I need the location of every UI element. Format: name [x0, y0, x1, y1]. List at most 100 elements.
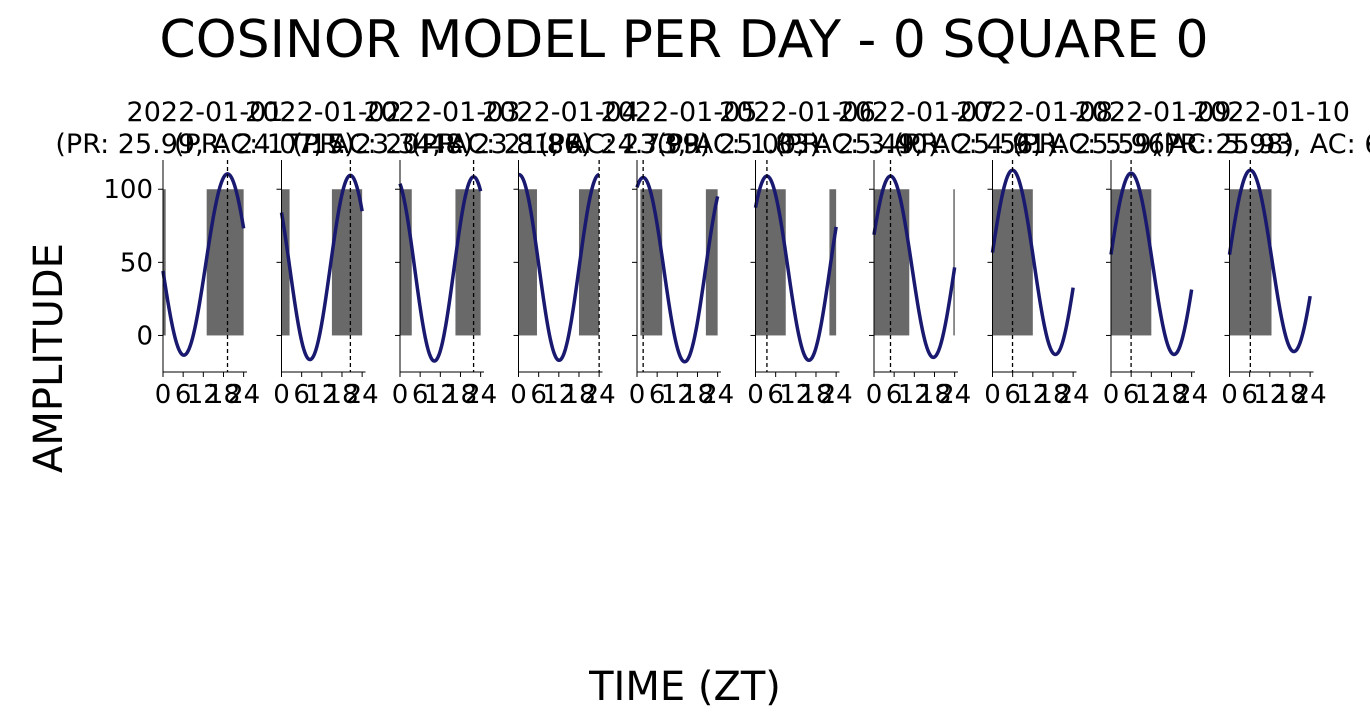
y-tick-label: 50 [120, 248, 153, 278]
x-tick-label: 18 [1155, 380, 1188, 410]
activity-bar [281, 189, 290, 336]
panel-date-title: 2022-01-10 [1193, 97, 1350, 128]
figure-title: COSINOR MODEL PER DAY - 0 SQUARE 0 [159, 10, 1208, 70]
x-tick-label: 12 [1135, 380, 1168, 410]
cosinor-curve [1109, 171, 1194, 357]
x-tick-label: 12 [779, 380, 812, 410]
x-tick-label: 18 [207, 380, 240, 410]
x-tick-label: 12 [542, 380, 575, 410]
panel-stats-subtitle: (PR: 25.00, AC: 3.40) [656, 129, 938, 160]
activity-bar [755, 189, 786, 336]
activity-bar [163, 189, 166, 336]
x-tick-label: 18 [1273, 380, 1306, 410]
activity-bar [518, 189, 537, 336]
x-tick-label: 18 [799, 380, 832, 410]
activity-bar [829, 189, 837, 336]
x-tick-label: 18 [918, 380, 951, 410]
x-tick-label: 12 [305, 380, 338, 410]
x-tick-label: 24 [1057, 380, 1090, 410]
x-tick-label: 0 [629, 380, 646, 410]
x-tick-label: 6 [175, 380, 192, 410]
x-tick-label: 18 [325, 380, 358, 410]
panel-date-title: 2022-01-08 [956, 97, 1113, 128]
x-tick-label: 12 [661, 380, 694, 410]
activity-bar [705, 189, 718, 336]
x-tick-label: 0 [984, 380, 1001, 410]
x-tick-label: 0 [1221, 380, 1238, 410]
activity-bar [331, 189, 363, 336]
panel-stats-subtitle: (PR: 25.59, AC: 5.98) [1012, 129, 1294, 160]
cosinor-curve [635, 175, 720, 364]
x-tick-label: 24 [346, 380, 379, 410]
x-tick-label: 6 [1123, 380, 1140, 410]
x-tick-label: 12 [1016, 380, 1049, 410]
panel-stats-subtitle: (PR: 23.34, AC: 21.86) [292, 129, 591, 160]
panel-stats-subtitle: (PR: 24.07, AC: 20.48) [174, 129, 473, 160]
x-tick-label: 0 [747, 380, 764, 410]
panel-date-title: 2022-01-02 [245, 97, 402, 128]
x-tick-label: 24 [227, 380, 260, 410]
cosinor-curve [161, 172, 246, 357]
x-tick-label: 0 [866, 380, 883, 410]
x-tick-label: 6 [886, 380, 903, 410]
x-tick-label: 24 [583, 380, 616, 410]
x-tick-label: 0 [155, 380, 172, 410]
x-tick-label: 24 [820, 380, 853, 410]
panel-stats-subtitle: (PR: 24.73, AC: 1.83) [538, 129, 820, 160]
x-tick-label: 6 [293, 380, 310, 410]
x-tick-label: 18 [562, 380, 595, 410]
x-tick-label: 6 [1241, 380, 1258, 410]
cosinor-curve [398, 175, 483, 363]
panel-date-title: 2022-01-04 [482, 97, 639, 128]
x-tick-label: 12 [898, 380, 931, 410]
x-tick-label: 12 [424, 380, 457, 410]
activity-bar [953, 189, 955, 336]
x-tick-label: 0 [273, 380, 290, 410]
cosinor-curve [517, 172, 601, 363]
panel-stats-subtitle: (PR: 25.99, AC: 17.15) [55, 129, 354, 160]
x-tick-label: 24 [938, 380, 971, 410]
panel-stats-subtitle: (PR: 25.93, AC: 6. [1153, 129, 1370, 160]
panel-date-title: 2022-01-07 [838, 97, 995, 128]
x-tick-label: 24 [1294, 380, 1327, 410]
cosinor-curve [990, 168, 1075, 357]
x-tick-label: 12 [187, 380, 220, 410]
x-tick-label: 12 [1253, 380, 1286, 410]
panel-date-title: 2022-01-01 [127, 97, 284, 128]
x-tick-label: 18 [444, 380, 477, 410]
y-tick-label: 0 [136, 321, 153, 351]
cosinor-curve [1227, 168, 1312, 354]
x-tick-label: 18 [681, 380, 714, 410]
activity-bar [206, 189, 244, 336]
activity-bar [455, 189, 481, 336]
x-tick-label: 6 [530, 380, 547, 410]
figure-x-label: TIME (ZT) [588, 664, 781, 710]
panel-date-title: 2022-01-06 [719, 97, 876, 128]
x-tick-label: 6 [412, 380, 429, 410]
y-tick-label: 100 [103, 175, 153, 205]
x-tick-label: 6 [767, 380, 784, 410]
panel-date-title: 2022-01-03 [364, 97, 521, 128]
activity-bar [400, 189, 412, 336]
panel-stats-subtitle: (PR: 23.81, AC: 23.99) [411, 129, 710, 160]
x-tick-label: 18 [1036, 380, 1069, 410]
panel-date-title: 2022-01-05 [601, 97, 758, 128]
panel-date-title: 2022-01-09 [1075, 97, 1232, 128]
x-tick-label: 0 [1103, 380, 1120, 410]
x-tick-label: 24 [1175, 380, 1208, 410]
panel-stats-subtitle: (PR: 25.49, AC: 4.91) [775, 129, 1057, 160]
cosinor-curve [279, 173, 364, 362]
x-tick-label: 0 [392, 380, 409, 410]
x-tick-label: 6 [649, 380, 666, 410]
cosinor-curve [872, 174, 957, 360]
